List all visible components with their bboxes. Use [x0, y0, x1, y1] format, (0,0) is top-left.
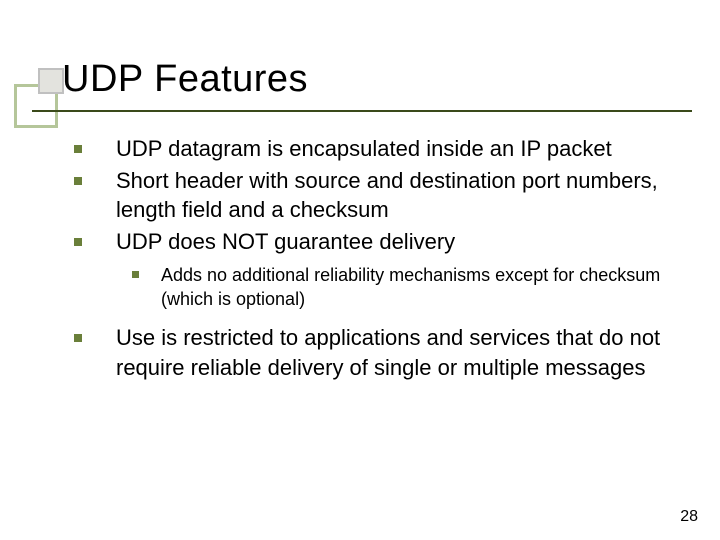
page-number: 28: [680, 508, 698, 526]
bullet-text: Short header with source and destination…: [116, 166, 688, 225]
bullet-text: Adds no additional reliability mechanism…: [161, 263, 688, 312]
bullet-item: UDP does NOT guarantee delivery: [74, 227, 688, 257]
square-bullet-icon: [74, 334, 82, 342]
square-bullet-icon: [74, 238, 82, 246]
square-bullet-icon: [74, 177, 82, 185]
bullet-text: Use is restricted to applications and se…: [116, 323, 688, 382]
bullet-item: UDP datagram is encapsulated inside an I…: [74, 134, 688, 164]
square-bullet-icon: [132, 271, 139, 278]
bullet-item: Adds no additional reliability mechanism…: [132, 263, 688, 312]
bullet-text: UDP does NOT guarantee delivery: [116, 227, 455, 257]
bullet-item: Short header with source and destination…: [74, 166, 688, 225]
content-area: UDP datagram is encapsulated inside an I…: [74, 134, 688, 385]
decor-square-small: [38, 68, 64, 94]
square-bullet-icon: [74, 145, 82, 153]
slide: UDP Features UDP datagram is encapsulate…: [0, 0, 720, 540]
bullet-item: Use is restricted to applications and se…: [74, 323, 688, 382]
title-underline: [32, 110, 692, 112]
bullet-text: UDP datagram is encapsulated inside an I…: [116, 134, 612, 164]
slide-title: UDP Features: [62, 58, 308, 101]
